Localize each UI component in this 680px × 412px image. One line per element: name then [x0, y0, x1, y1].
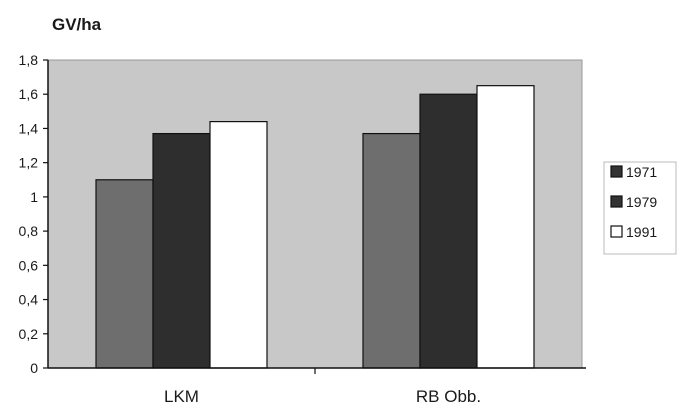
- bars-group: [95, 85, 535, 369]
- bar-1991-rb-obb-: [476, 85, 535, 369]
- y-axis-ticks: 0 0,2 0,4 0,6 0,8 1 1,2 1,4 1,6 1,8: [19, 52, 48, 376]
- legend: 1971 1979 1991: [603, 161, 677, 255]
- chart-title: GV/ha: [52, 15, 102, 34]
- y-tick-label: 1,6: [19, 86, 39, 102]
- legend-swatch-1991: [610, 225, 623, 238]
- legend-label-1979: 1979: [626, 194, 657, 210]
- y-tick-label: 1,2: [19, 155, 39, 171]
- y-tick-label: 0,6: [19, 257, 39, 273]
- x-category-label: RB Obb.: [416, 387, 481, 406]
- bar-1979-lkm: [152, 132, 211, 369]
- x-axis-categories: LKM RB Obb.: [164, 368, 481, 406]
- y-tick-label: 1: [30, 189, 38, 205]
- bar-1971-rb-obb-: [362, 132, 421, 369]
- y-tick-label: 0: [30, 360, 38, 376]
- bar-1991-lkm: [209, 120, 268, 369]
- y-tick-label: 0,4: [19, 292, 39, 308]
- legend-swatch-1971: [610, 165, 623, 178]
- y-tick-label: 1,8: [19, 52, 39, 68]
- legend-label-1971: 1971: [626, 164, 657, 180]
- bar-1979-rb-obb-: [419, 93, 478, 369]
- legend-swatch-1979: [610, 195, 623, 208]
- bar-1971-lkm: [95, 179, 154, 369]
- y-tick-label: 1,4: [19, 120, 39, 136]
- y-tick-label: 0,8: [19, 223, 39, 239]
- x-category-label: LKM: [164, 387, 199, 406]
- y-tick-label: 0,2: [19, 326, 39, 342]
- legend-label-1991: 1991: [626, 224, 657, 240]
